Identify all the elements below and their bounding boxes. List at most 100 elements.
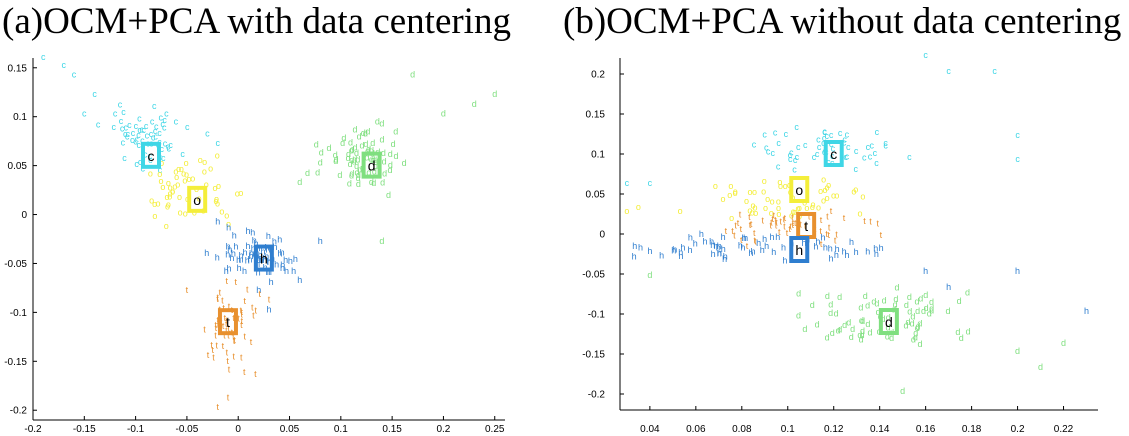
data-point-d: d xyxy=(914,297,919,307)
data-point-t: t xyxy=(214,330,217,340)
data-point-d: d xyxy=(352,157,357,167)
data-point-t: t xyxy=(750,219,753,229)
data-point-h: h xyxy=(709,236,714,246)
data-point-c: c xyxy=(136,130,141,140)
data-point-t: t xyxy=(216,294,219,304)
data-point-o: o xyxy=(226,219,231,229)
data-point-t: t xyxy=(880,230,883,240)
data-point-t: t xyxy=(233,336,236,346)
data-point-o: o xyxy=(776,196,781,206)
data-point-h: h xyxy=(253,239,258,249)
data-point-t: t xyxy=(227,392,230,402)
data-point-d: d xyxy=(394,151,399,161)
data-point-d: d xyxy=(379,118,384,128)
data-point-o: o xyxy=(769,208,774,218)
data-point-o: o xyxy=(172,182,177,192)
data-point-o: o xyxy=(159,158,164,168)
data-point-o: o xyxy=(804,203,809,213)
data-point-c: c xyxy=(842,137,847,147)
data-point-c: c xyxy=(794,122,799,132)
data-point-d: d xyxy=(966,327,971,337)
data-point-d: d xyxy=(340,138,345,148)
data-point-t: t xyxy=(240,320,243,330)
data-point-d: d xyxy=(815,319,820,329)
data-point-o: o xyxy=(733,188,738,198)
data-point-o: o xyxy=(219,206,224,216)
data-point-t: t xyxy=(775,217,778,227)
data-point-d: d xyxy=(1038,362,1043,372)
data-point-d: d xyxy=(386,190,391,200)
data-point-t: t xyxy=(808,212,811,222)
data-point-t: t xyxy=(222,341,225,351)
data-point-c: c xyxy=(160,119,165,129)
data-point-h: h xyxy=(874,249,879,259)
data-point-c: c xyxy=(776,162,781,172)
data-point-c: c xyxy=(168,140,173,150)
data-point-t: t xyxy=(240,353,243,363)
data-point-o: o xyxy=(821,174,826,184)
y-tick-label: -0.2 xyxy=(10,406,28,417)
data-point-c: c xyxy=(123,129,128,139)
data-point-h: h xyxy=(248,251,253,261)
data-point-c: c xyxy=(838,128,843,138)
data-point-d: d xyxy=(959,333,964,343)
data-point-c: c xyxy=(174,116,179,126)
y-tick-label: -0.15 xyxy=(582,350,605,361)
data-point-t: t xyxy=(746,241,749,251)
data-point-c: c xyxy=(830,158,835,168)
y-tick-label: -0.05 xyxy=(582,270,605,281)
data-point-d: d xyxy=(889,333,894,343)
data-point-h: h xyxy=(813,241,818,251)
data-point-c: c xyxy=(119,116,124,126)
data-point-c: c xyxy=(154,121,159,131)
data-point-d: d xyxy=(314,140,319,150)
data-point-h: h xyxy=(262,253,267,263)
data-point-h: h xyxy=(688,245,693,255)
data-point-d: d xyxy=(924,303,929,313)
data-point-c: c xyxy=(883,138,888,148)
data-point-t: t xyxy=(828,222,831,232)
data-point-h: h xyxy=(820,233,825,243)
data-point-c: c xyxy=(822,127,827,137)
data-point-d: d xyxy=(828,299,833,309)
data-point-d: d xyxy=(885,323,890,333)
data-point-c: c xyxy=(845,129,850,139)
data-point-t: t xyxy=(863,216,866,226)
data-point-c: c xyxy=(153,131,158,141)
data-point-o: o xyxy=(213,183,218,193)
data-point-t: t xyxy=(792,220,795,230)
data-point-c: c xyxy=(854,146,859,156)
data-point-d: d xyxy=(349,170,354,180)
data-point-o: o xyxy=(198,155,203,165)
data-point-d: d xyxy=(472,99,477,109)
data-point-o: o xyxy=(167,192,172,202)
data-point-c: c xyxy=(134,159,139,169)
data-point-h: h xyxy=(801,238,806,248)
data-point-o: o xyxy=(157,169,162,179)
data-point-t: t xyxy=(778,227,781,237)
data-point-c: c xyxy=(1015,130,1020,140)
data-point-o: o xyxy=(184,169,189,179)
data-point-c: c xyxy=(124,122,129,132)
data-point-d: d xyxy=(865,319,870,329)
data-point-d: d xyxy=(830,328,835,338)
data-point-t: t xyxy=(794,218,797,228)
data-point-t: t xyxy=(216,402,219,412)
data-point-d: d xyxy=(333,150,338,160)
data-point-t: t xyxy=(226,356,229,366)
centroid-label-h: h xyxy=(260,251,268,267)
data-point-c: c xyxy=(846,142,851,152)
data-point-h: h xyxy=(815,236,820,246)
data-point-o: o xyxy=(747,206,752,216)
data-point-h: h xyxy=(743,233,748,243)
data-point-h: h xyxy=(717,248,722,258)
data-point-d: d xyxy=(337,170,342,180)
data-point-t: t xyxy=(254,369,257,379)
data-point-t: t xyxy=(819,226,822,236)
data-point-o: o xyxy=(182,175,187,185)
data-point-d: d xyxy=(1015,346,1020,356)
data-point-c: c xyxy=(793,155,798,165)
data-point-c: c xyxy=(205,128,210,138)
data-point-o: o xyxy=(204,179,209,189)
x-tick-label: 0.25 xyxy=(485,424,505,435)
